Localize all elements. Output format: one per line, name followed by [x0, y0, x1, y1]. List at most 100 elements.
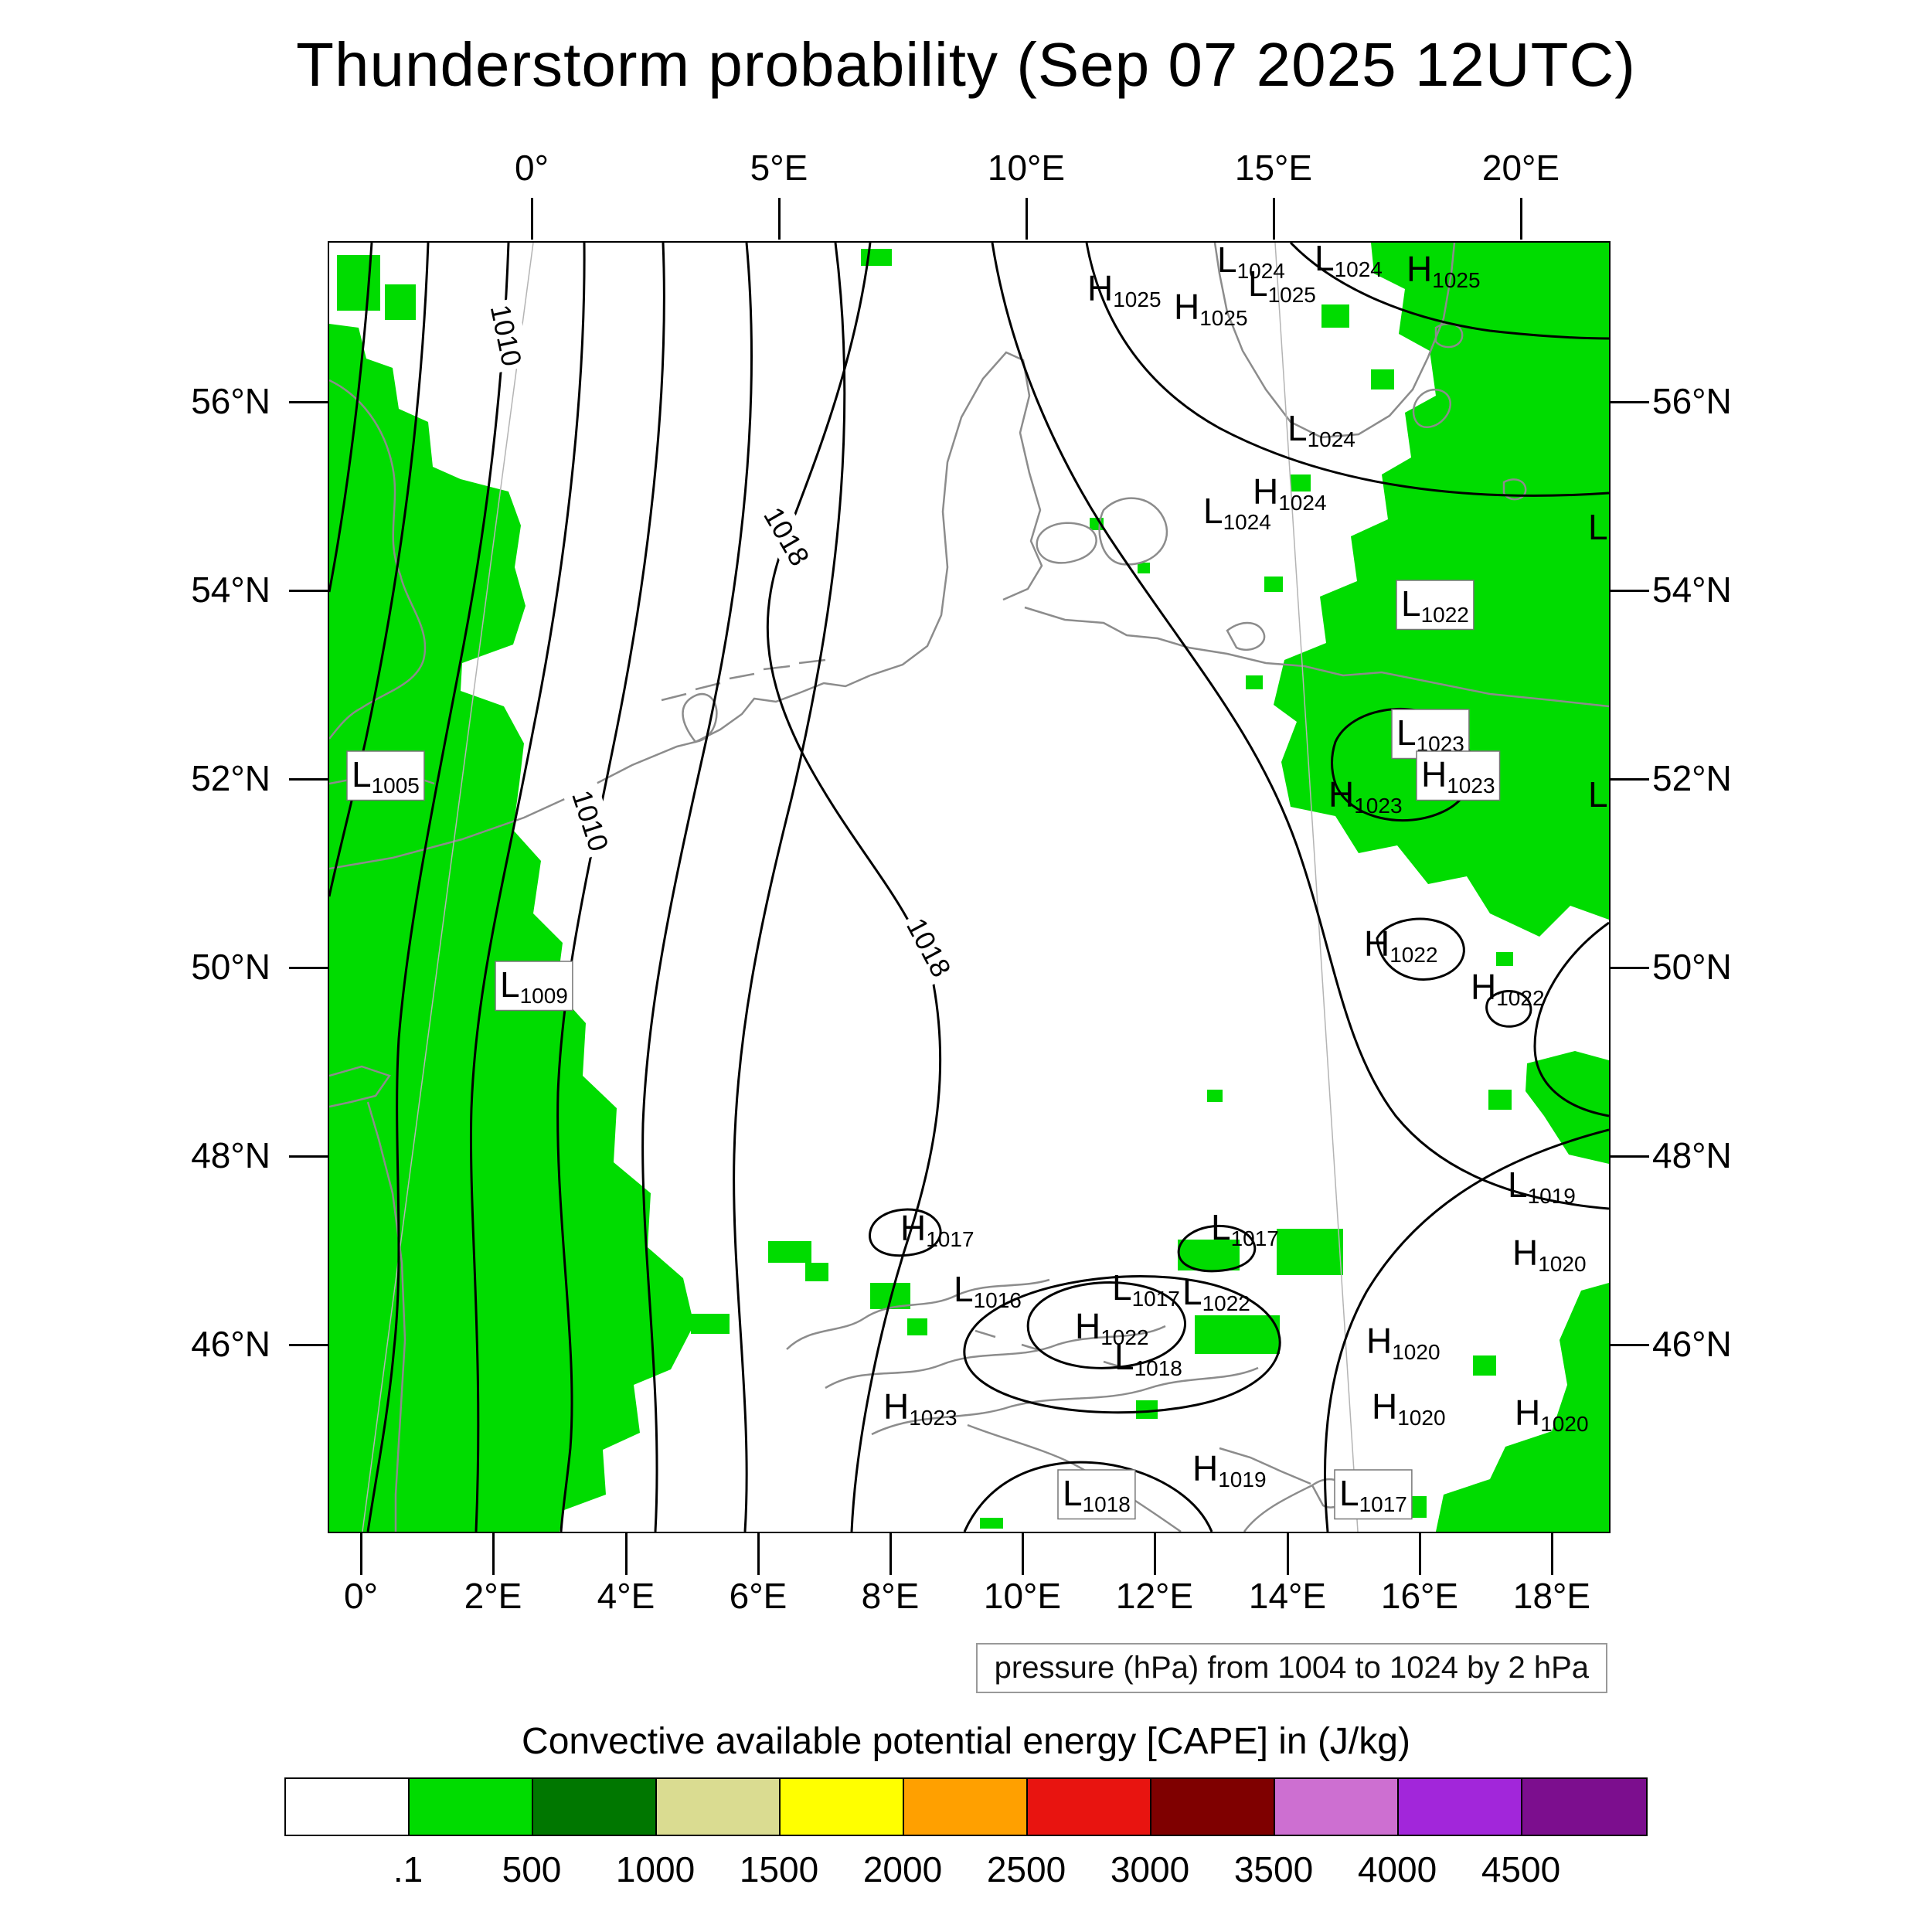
axis-tick-bottom [1551, 1533, 1553, 1575]
pressure-center-l1016: L1016 [954, 1269, 1022, 1312]
colorbar-segment [657, 1779, 781, 1835]
coastline-path [329, 1065, 406, 1532]
axis-label-left: 48°N [191, 1135, 270, 1175]
isobar-path [963, 1275, 1281, 1414]
isobar-path [1533, 921, 1609, 1117]
coastline-path [661, 658, 826, 702]
pressure-center-h1025: H1025 [1174, 287, 1248, 330]
cape-region [805, 1263, 828, 1281]
axis-tick-right [1611, 778, 1649, 781]
coastline-path [329, 740, 696, 870]
colorbar [284, 1777, 1648, 1836]
axis-label-right: 56°N [1652, 381, 1732, 421]
axis-tick-bottom [889, 1533, 892, 1575]
pressure-center-h1023: H1023 [883, 1386, 957, 1430]
colorbar-segment [286, 1779, 410, 1835]
contour-label-group: 1010 [481, 298, 532, 373]
axis-tick-right [1611, 967, 1649, 969]
pressure-center-h1023: H1023 [1421, 754, 1495, 798]
coastline-path [1412, 389, 1451, 428]
colorbar-segment [1151, 1779, 1275, 1835]
axis-tick-top [1273, 198, 1275, 240]
colorbar-segment [781, 1779, 904, 1835]
cape-region [329, 324, 694, 1532]
pressure-center-l1005: L1005 [352, 754, 420, 798]
coastline-path [1226, 621, 1266, 651]
axis-tick-bottom [625, 1533, 628, 1575]
colorbar-title: Convective available potential energy [C… [522, 1721, 1410, 1762]
cape-region [1291, 474, 1311, 492]
isobar-path [733, 243, 846, 1532]
isobar-path [766, 243, 942, 1532]
axis-label-bottom: 4°E [597, 1576, 655, 1616]
pressure-center-l1024: L1024 [1217, 243, 1285, 283]
coastline-path [786, 1278, 1050, 1350]
pressure-label-box [1416, 750, 1501, 801]
axis-tick-right [1611, 401, 1649, 403]
colorbar-tick-label: 3000 [1110, 1849, 1190, 1889]
pressure-center-l1022: L1022 [1401, 583, 1469, 627]
axis-tick-bottom [1022, 1533, 1024, 1575]
axis-label-right: 52°N [1652, 758, 1732, 798]
coastline-path [869, 351, 1043, 677]
pressure-center-l1018: L1018 [1114, 1337, 1182, 1380]
pressure-center-l1: L1 [1588, 774, 1609, 818]
pressure-center-h1024: H1024 [1253, 471, 1327, 515]
pressure-center-h1020: H1020 [1512, 1233, 1587, 1276]
axis-label-left: 50°N [191, 947, 270, 987]
axis-label-right: 50°N [1652, 947, 1732, 987]
isobar-path [1177, 1224, 1257, 1273]
axis-label-bottom: 14°E [1248, 1576, 1327, 1616]
contour-label-box [896, 908, 961, 987]
axis-tick-left [289, 778, 328, 781]
pressure-center-h1019: H1019 [1192, 1448, 1267, 1492]
pressure-center-h1025: H1025 [1087, 268, 1162, 311]
isobar-path [329, 243, 430, 897]
colorbar-tick-label: 500 [502, 1849, 562, 1889]
cape-region [1246, 675, 1263, 689]
axis-label-bottom: 0° [344, 1576, 378, 1616]
isobar-path [963, 1461, 1213, 1532]
isobar-path [1376, 917, 1465, 981]
axis-label-top: 0° [515, 148, 549, 188]
pressure-center-l1022: L1022 [1182, 1272, 1250, 1315]
cape-region [1488, 1090, 1512, 1110]
axis-tick-top [778, 198, 781, 240]
axis-label-top: 5°E [750, 148, 808, 188]
axis-label-bottom: 8°E [861, 1576, 920, 1616]
pressure-center-l1017: L1017 [1112, 1267, 1180, 1311]
axis-label-top: 20°E [1481, 148, 1560, 188]
pressure-label-box [1396, 580, 1475, 631]
pressure-center-l1024: L1024 [1315, 243, 1383, 281]
axis-label-bottom: 18°E [1512, 1576, 1591, 1616]
axis-label-bottom: 2°E [464, 1576, 522, 1616]
colorbar-segment [904, 1779, 1028, 1835]
coastline-path [825, 1325, 1166, 1389]
pressure-center-h1020: H1020 [1372, 1386, 1446, 1430]
colorbar-segment [1522, 1779, 1646, 1835]
axis-label-top: 10°E [987, 148, 1066, 188]
cape-region [1321, 304, 1349, 328]
colorbar-tick-label: 2500 [986, 1849, 1066, 1889]
pressure-center-h1025: H1025 [1406, 249, 1481, 292]
axis-label-bottom: 6°E [729, 1576, 787, 1616]
contour-label-group: 1010 [562, 781, 619, 860]
axis-label-bottom: 16°E [1380, 1576, 1459, 1616]
pressure-center-l1009: L1009 [500, 964, 568, 1008]
cape-region [1436, 1283, 1609, 1532]
cape-region [1277, 1229, 1343, 1275]
axis-label-bottom: 10°E [983, 1576, 1062, 1616]
cape-region [1371, 369, 1394, 389]
axis-tick-right [1611, 590, 1649, 592]
contour-label: 1010 [485, 302, 529, 369]
isobar-path [1085, 243, 1609, 497]
colorbar-segment [1275, 1779, 1399, 1835]
pressure-center-h1023: H1023 [1328, 774, 1403, 818]
pressure-center-h1022: H1022 [1471, 967, 1545, 1010]
coastline-path [1024, 606, 1609, 708]
cape-region [1207, 1090, 1223, 1102]
colorbar-tick-label: 1500 [739, 1849, 819, 1889]
